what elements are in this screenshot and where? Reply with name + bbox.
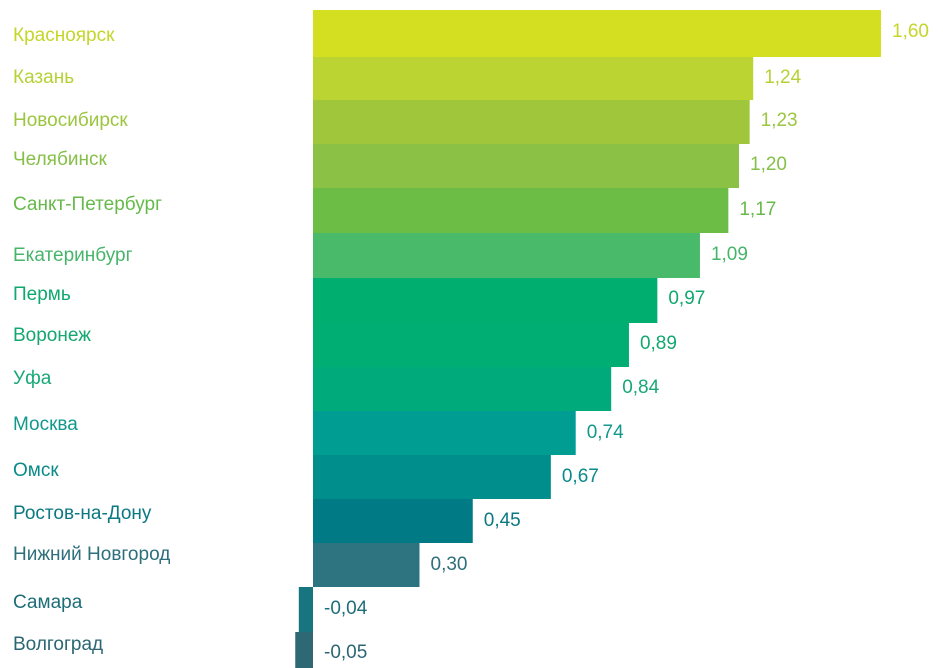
bar-2 bbox=[313, 57, 754, 100]
category-label-13: Нижний Новгород bbox=[13, 544, 170, 565]
category-label-8: Воронеж bbox=[13, 325, 91, 346]
category-label-3: Новосибирск bbox=[13, 110, 128, 131]
bar-1 bbox=[313, 10, 881, 57]
category-label-1: Красноярск bbox=[13, 25, 115, 46]
category-label-15: Волгоград bbox=[13, 634, 103, 655]
category-label-14: Самара bbox=[13, 592, 83, 613]
value-label-11: 0,67 bbox=[562, 466, 599, 487]
bar-12 bbox=[313, 499, 473, 543]
bar-7 bbox=[313, 278, 658, 323]
bar-14 bbox=[298, 587, 313, 632]
bar-4 bbox=[313, 144, 739, 188]
value-label-3: 1,23 bbox=[761, 110, 798, 131]
value-label-9: 0,84 bbox=[622, 377, 659, 398]
value-label-7: 0,97 bbox=[668, 288, 705, 309]
value-label-6: 1,09 bbox=[711, 244, 748, 265]
category-label-2: Казань bbox=[13, 67, 74, 88]
bar-3 bbox=[313, 100, 750, 144]
bar-9 bbox=[313, 367, 612, 411]
category-label-10: Москва bbox=[13, 414, 78, 435]
value-label-5: 1,17 bbox=[739, 199, 776, 220]
category-label-9: Уфа bbox=[13, 368, 52, 389]
value-label-4: 1,20 bbox=[750, 154, 787, 175]
value-label-14: -0,04 bbox=[324, 598, 368, 619]
bar-5 bbox=[313, 188, 729, 233]
value-label-13: 0,30 bbox=[431, 554, 468, 575]
bar-10 bbox=[313, 411, 576, 455]
bar-6 bbox=[313, 233, 700, 278]
value-label-12: 0,45 bbox=[484, 510, 521, 531]
category-label-7: Пермь bbox=[13, 284, 71, 305]
category-label-5: Санкт-Петербург bbox=[13, 194, 162, 215]
value-label-2: 1,24 bbox=[764, 67, 801, 88]
bar-13 bbox=[313, 543, 420, 587]
category-label-11: Омск bbox=[13, 460, 59, 481]
bar-15 bbox=[295, 632, 313, 668]
category-label-12: Ростов-на-Дону bbox=[13, 503, 152, 524]
value-label-1: 1,60 bbox=[892, 21, 929, 42]
value-label-10: 0,74 bbox=[587, 422, 624, 443]
bar-8 bbox=[313, 323, 629, 367]
category-label-6: Екатеринбург bbox=[13, 245, 133, 266]
bar-11 bbox=[313, 455, 551, 499]
value-label-8: 0,89 bbox=[640, 333, 677, 354]
category-label-4: Челябинск bbox=[13, 149, 107, 170]
value-label-15: -0,05 bbox=[324, 642, 367, 663]
